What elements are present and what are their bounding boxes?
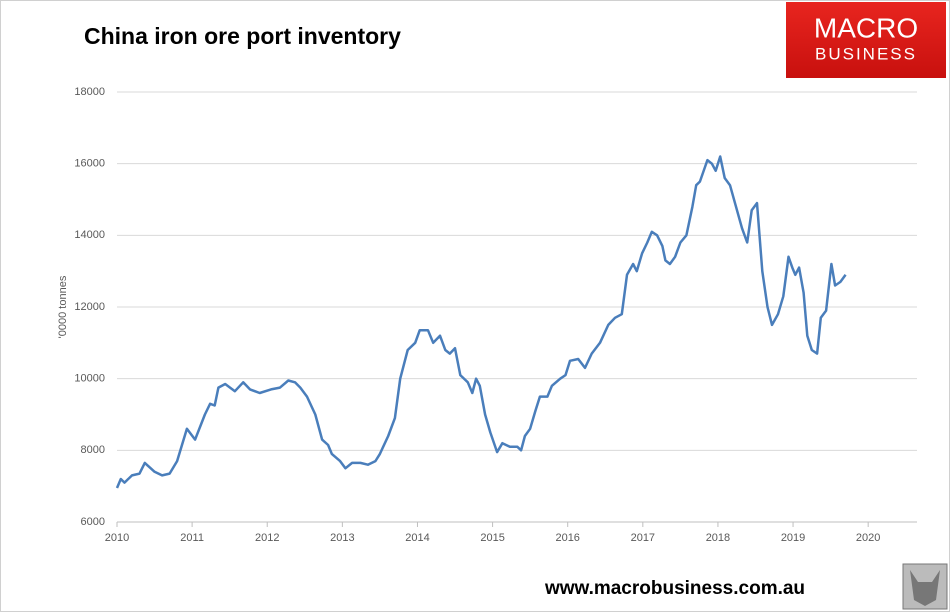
x-tick-label: 2014 <box>405 532 429 544</box>
y-tick-label: 8000 <box>81 444 105 456</box>
y-tick-label: 18000 <box>74 86 105 98</box>
y-tick-label: 6000 <box>81 516 105 528</box>
x-tick-label: 2018 <box>706 532 730 544</box>
x-tick-label: 2017 <box>631 532 655 544</box>
x-tick-label: 2020 <box>856 532 880 544</box>
y-tick-label: 14000 <box>74 229 105 241</box>
y-tick-label: 12000 <box>74 301 105 313</box>
x-tick-label: 2012 <box>255 532 279 544</box>
wolf-icon <box>910 570 940 606</box>
chart-title: China iron ore port inventory <box>84 23 401 49</box>
x-tick-label: 2010 <box>105 532 129 544</box>
x-tick-label: 2019 <box>781 532 805 544</box>
footer-url: www.macrobusiness.com.au <box>544 578 805 599</box>
x-tick-label: 2015 <box>480 532 504 544</box>
logo-text: MACRO <box>814 12 918 43</box>
logo-box <box>786 2 946 78</box>
data-line <box>115 155 847 489</box>
logo-text: BUSINESS <box>815 44 917 63</box>
y-tick-label: 16000 <box>74 158 105 170</box>
x-tick-label: 2011 <box>180 532 204 544</box>
x-tick-label: 2013 <box>330 532 354 544</box>
x-tick-label: 2016 <box>555 532 579 544</box>
y-axis-label: '0000 tonnes <box>57 275 69 338</box>
y-tick-label: 10000 <box>74 373 105 385</box>
